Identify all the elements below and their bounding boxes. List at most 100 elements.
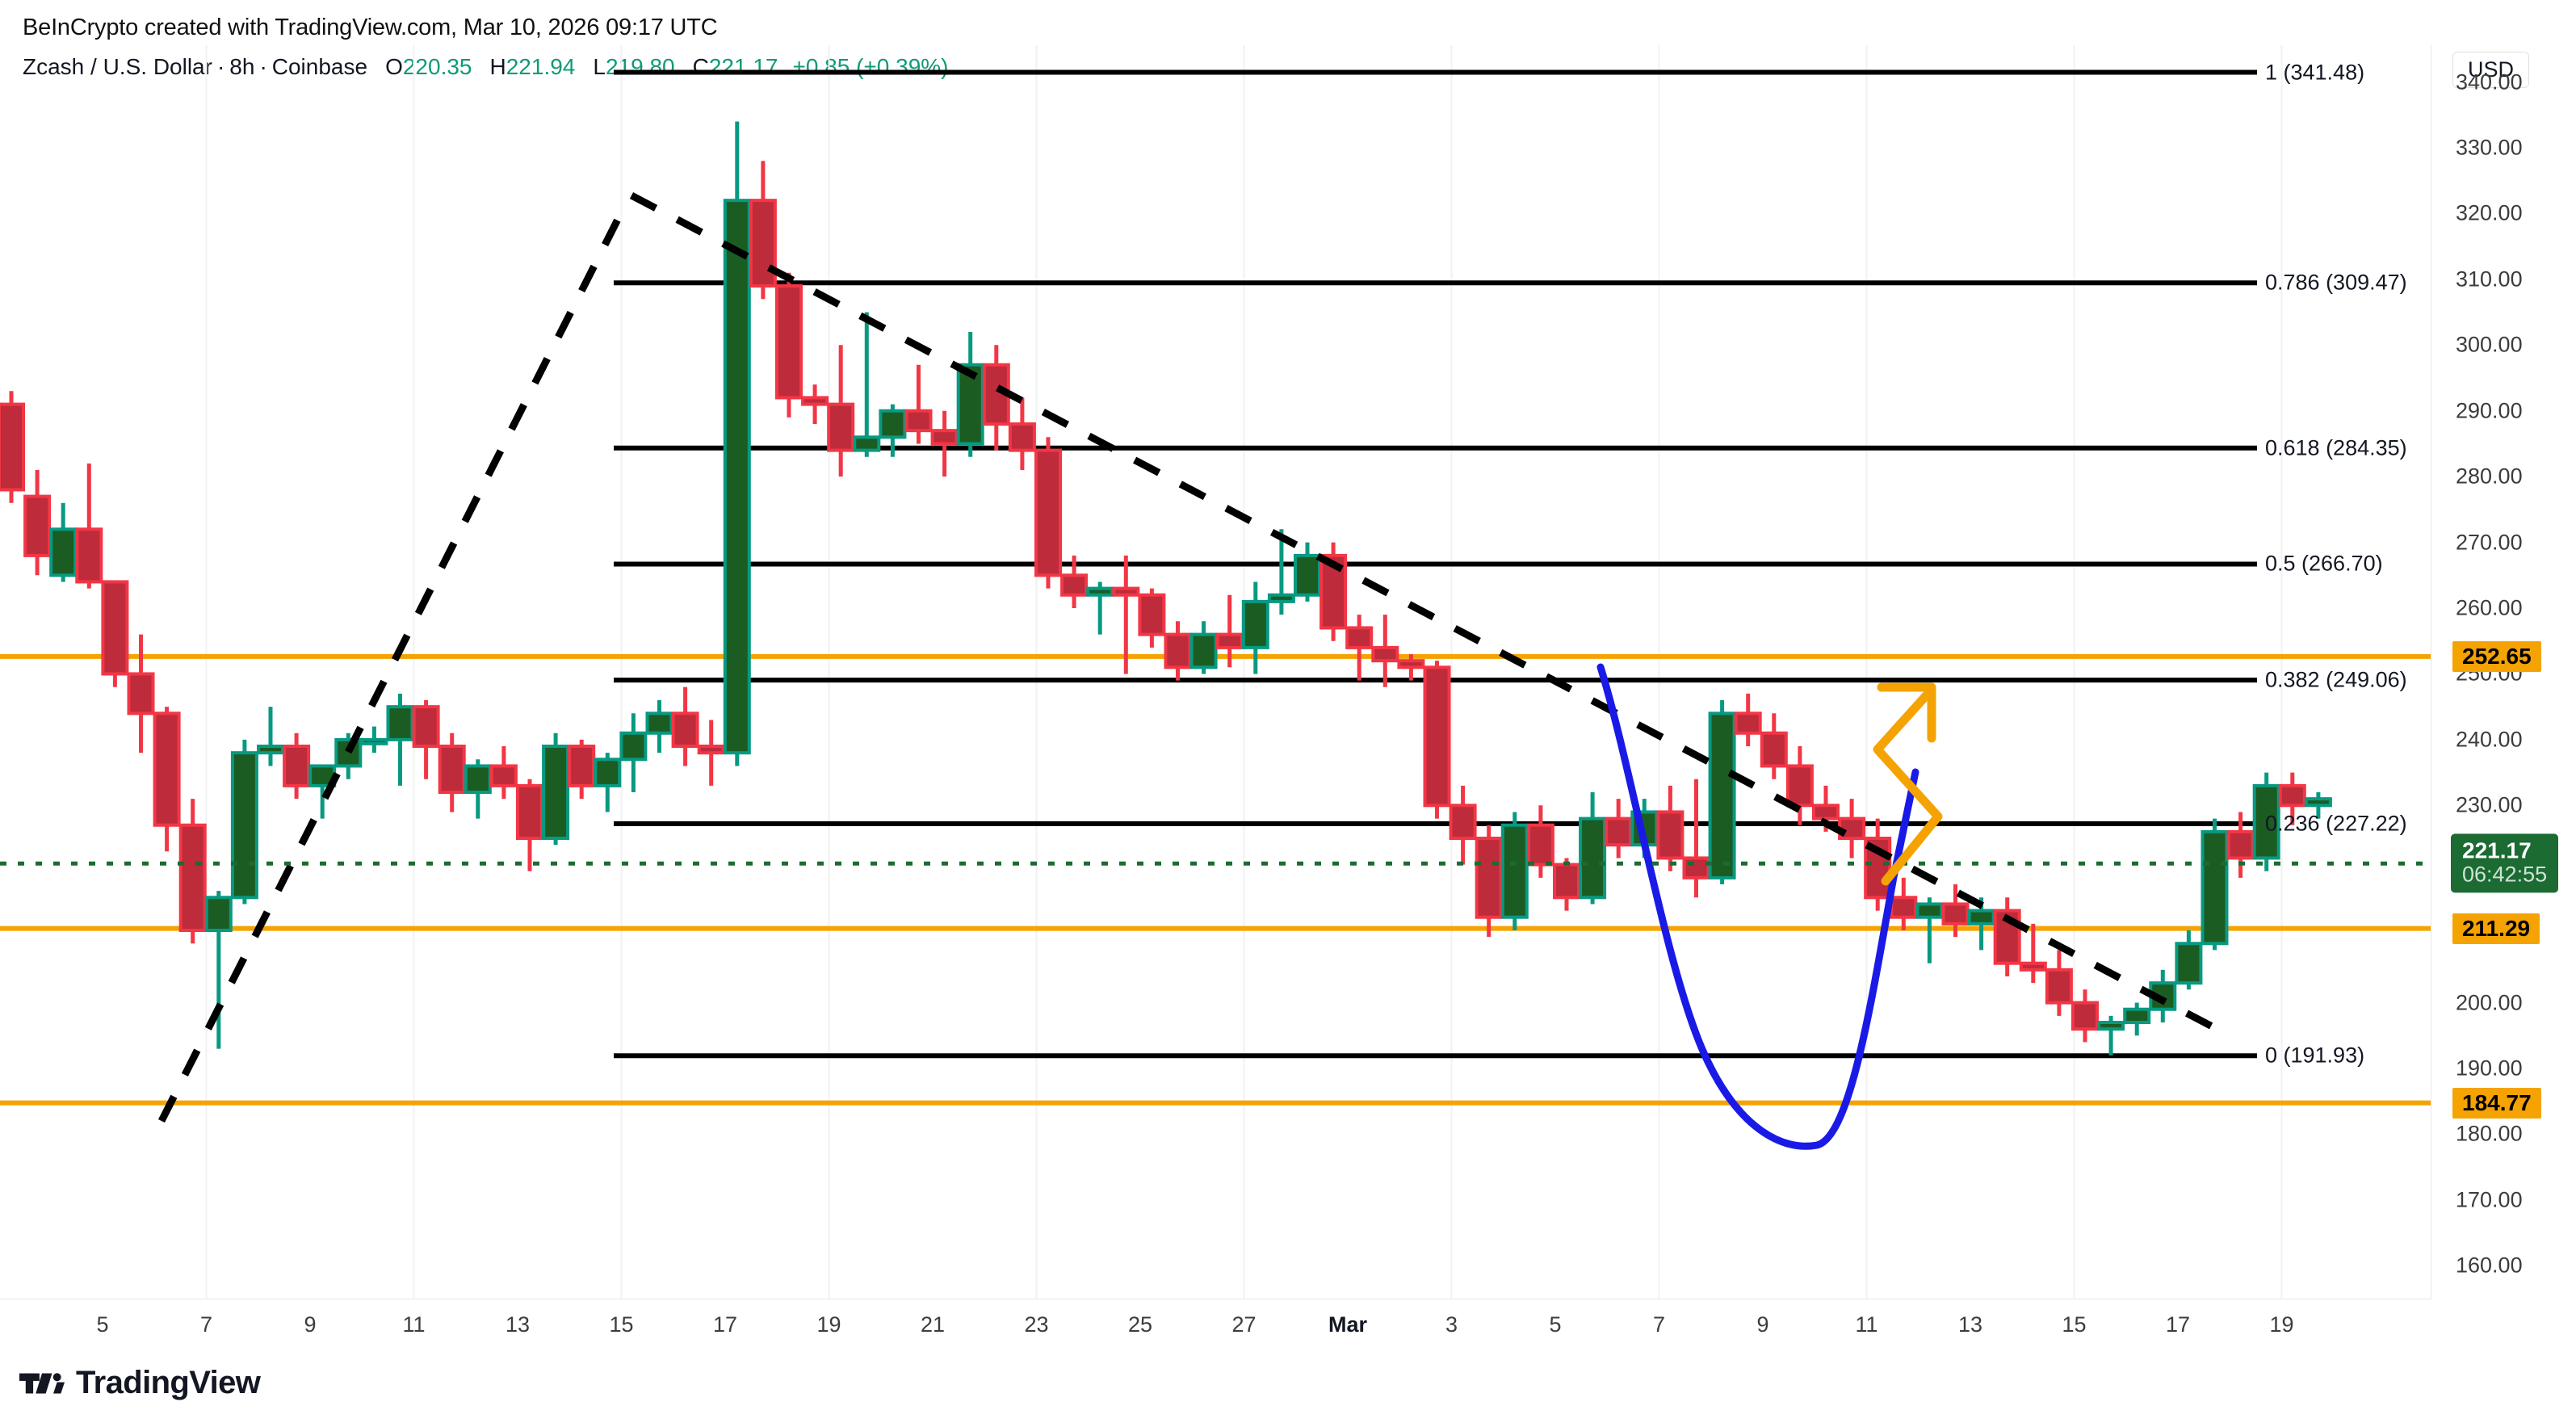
candle bbox=[1294, 542, 1321, 602]
tradingview-footer: TradingView bbox=[19, 1365, 261, 1401]
candle bbox=[1138, 588, 1166, 648]
candle-body bbox=[1164, 632, 1192, 670]
candle bbox=[697, 720, 725, 786]
price-tick: 260.00 bbox=[2456, 595, 2523, 620]
candle-body bbox=[1734, 712, 1762, 735]
candle-body bbox=[2304, 797, 2332, 808]
candle bbox=[2123, 1002, 2151, 1036]
candle-body bbox=[2097, 1021, 2125, 1031]
candle-body bbox=[230, 751, 258, 900]
fib-label-0.236: 0.236 (227.22) bbox=[2265, 811, 2407, 836]
legend-low: L219.80 bbox=[593, 54, 674, 80]
candle bbox=[1423, 661, 1451, 819]
price-scale[interactable]: USD 340.00 330.00 320.00 310.00 300.00 290.00… bbox=[2431, 45, 2576, 1299]
candle bbox=[1708, 700, 1736, 885]
candle bbox=[0, 391, 25, 503]
candle-body bbox=[1785, 764, 1814, 808]
candle-body bbox=[386, 705, 414, 741]
candle-body bbox=[594, 758, 622, 787]
candle-body bbox=[2278, 783, 2306, 808]
price-level-badge[interactable]: 252.65 bbox=[2452, 640, 2541, 672]
legend-exchange[interactable]: Coinbase bbox=[271, 54, 368, 79]
legend-interval[interactable]: 8h bbox=[229, 54, 255, 79]
candle bbox=[1034, 437, 1062, 589]
candle bbox=[101, 580, 129, 687]
candle-body bbox=[2071, 1001, 2099, 1031]
zigzag-arrow-head bbox=[1877, 682, 1936, 743]
candle-body bbox=[619, 731, 648, 762]
price-tick: 190.00 bbox=[2456, 1056, 2523, 1081]
price-tick: 340.00 bbox=[2456, 69, 2523, 94]
candle bbox=[1060, 555, 1089, 609]
candle-body bbox=[827, 402, 855, 452]
time-tick: 15 bbox=[609, 1312, 634, 1337]
candle bbox=[2097, 1015, 2125, 1056]
candle-body bbox=[2226, 829, 2255, 860]
time-tick: 27 bbox=[1231, 1312, 1257, 1337]
candle bbox=[230, 739, 258, 905]
candle bbox=[386, 693, 414, 786]
price-tick: 310.00 bbox=[2456, 267, 2523, 292]
candle bbox=[827, 345, 855, 477]
legend-open-label: O bbox=[385, 54, 403, 79]
candle-body bbox=[645, 712, 673, 735]
currency-badge[interactable]: USD bbox=[2452, 52, 2530, 88]
time-tick: 21 bbox=[920, 1312, 946, 1337]
candle bbox=[1760, 713, 1788, 779]
trendline-ascending[interactable] bbox=[157, 196, 632, 1123]
price-tick: 270.00 bbox=[2456, 530, 2523, 555]
candle bbox=[412, 700, 440, 779]
candle bbox=[542, 732, 570, 846]
candle bbox=[801, 384, 829, 425]
candle bbox=[671, 686, 699, 766]
time-tick: 3 bbox=[1445, 1312, 1458, 1337]
candle-body bbox=[1812, 804, 1840, 821]
candle bbox=[1605, 799, 1633, 858]
candle-body bbox=[1605, 816, 1633, 847]
legend-sep-2: · bbox=[259, 54, 267, 79]
candle bbox=[2019, 923, 2047, 984]
candle bbox=[1993, 897, 2021, 977]
legend-low-label: L bbox=[593, 54, 606, 79]
candle-body bbox=[2252, 783, 2280, 860]
trendline-descending[interactable] bbox=[629, 192, 2219, 1032]
candle bbox=[438, 732, 466, 812]
candle-body bbox=[879, 409, 907, 439]
candle bbox=[2252, 772, 2280, 871]
cup-curve[interactable] bbox=[1596, 663, 1919, 1150]
candle-body bbox=[283, 745, 311, 787]
candle bbox=[1734, 693, 1762, 747]
chart-plot-area[interactable]: 1 (341.48) 0.786 (309.47) 0.618 (284.35) 0.… bbox=[0, 45, 2431, 1299]
candle bbox=[2304, 792, 2332, 819]
current-price-badge[interactable]: 221.17 06:42:55 bbox=[2451, 833, 2559, 893]
time-tick: Mar bbox=[1328, 1312, 1368, 1337]
time-tick: 11 bbox=[402, 1312, 426, 1337]
current-price-value: 221.17 bbox=[2462, 837, 2532, 863]
candle-body bbox=[2045, 968, 2073, 1005]
candle-body bbox=[1656, 810, 1684, 860]
candle-body bbox=[1294, 553, 1321, 597]
price-tick: 240.00 bbox=[2456, 727, 2523, 752]
time-tick: 9 bbox=[1756, 1312, 1769, 1337]
candle bbox=[619, 713, 648, 793]
candle-body bbox=[1449, 804, 1477, 841]
time-scale[interactable]: 5 7 9 11 13 15 17 19 21 23 25 27 Mar 3 5 7 9 11 13 15 17 19 bbox=[0, 1299, 2431, 1357]
candle bbox=[1215, 594, 1244, 668]
time-tick: 5 bbox=[96, 1312, 109, 1337]
candle-body bbox=[1008, 422, 1036, 452]
candle-body bbox=[1345, 626, 1374, 649]
price-level-badge[interactable]: 211.29 bbox=[2452, 913, 2540, 944]
candle bbox=[489, 746, 518, 800]
tradingview-logo-icon bbox=[19, 1372, 65, 1393]
time-tick: 17 bbox=[712, 1312, 738, 1337]
legend-symbol[interactable]: Zcash / U.S. Dollar bbox=[23, 54, 212, 79]
price-level-badge[interactable]: 184.77 bbox=[2452, 1087, 2541, 1119]
candle-body bbox=[1189, 632, 1218, 670]
candle-body bbox=[904, 409, 933, 433]
candle bbox=[1838, 799, 1866, 858]
candle bbox=[1967, 897, 1995, 951]
candle bbox=[178, 799, 207, 944]
legend-low-value: 219.80 bbox=[605, 54, 675, 79]
zigzag-arrow-shaft bbox=[1873, 686, 1943, 886]
